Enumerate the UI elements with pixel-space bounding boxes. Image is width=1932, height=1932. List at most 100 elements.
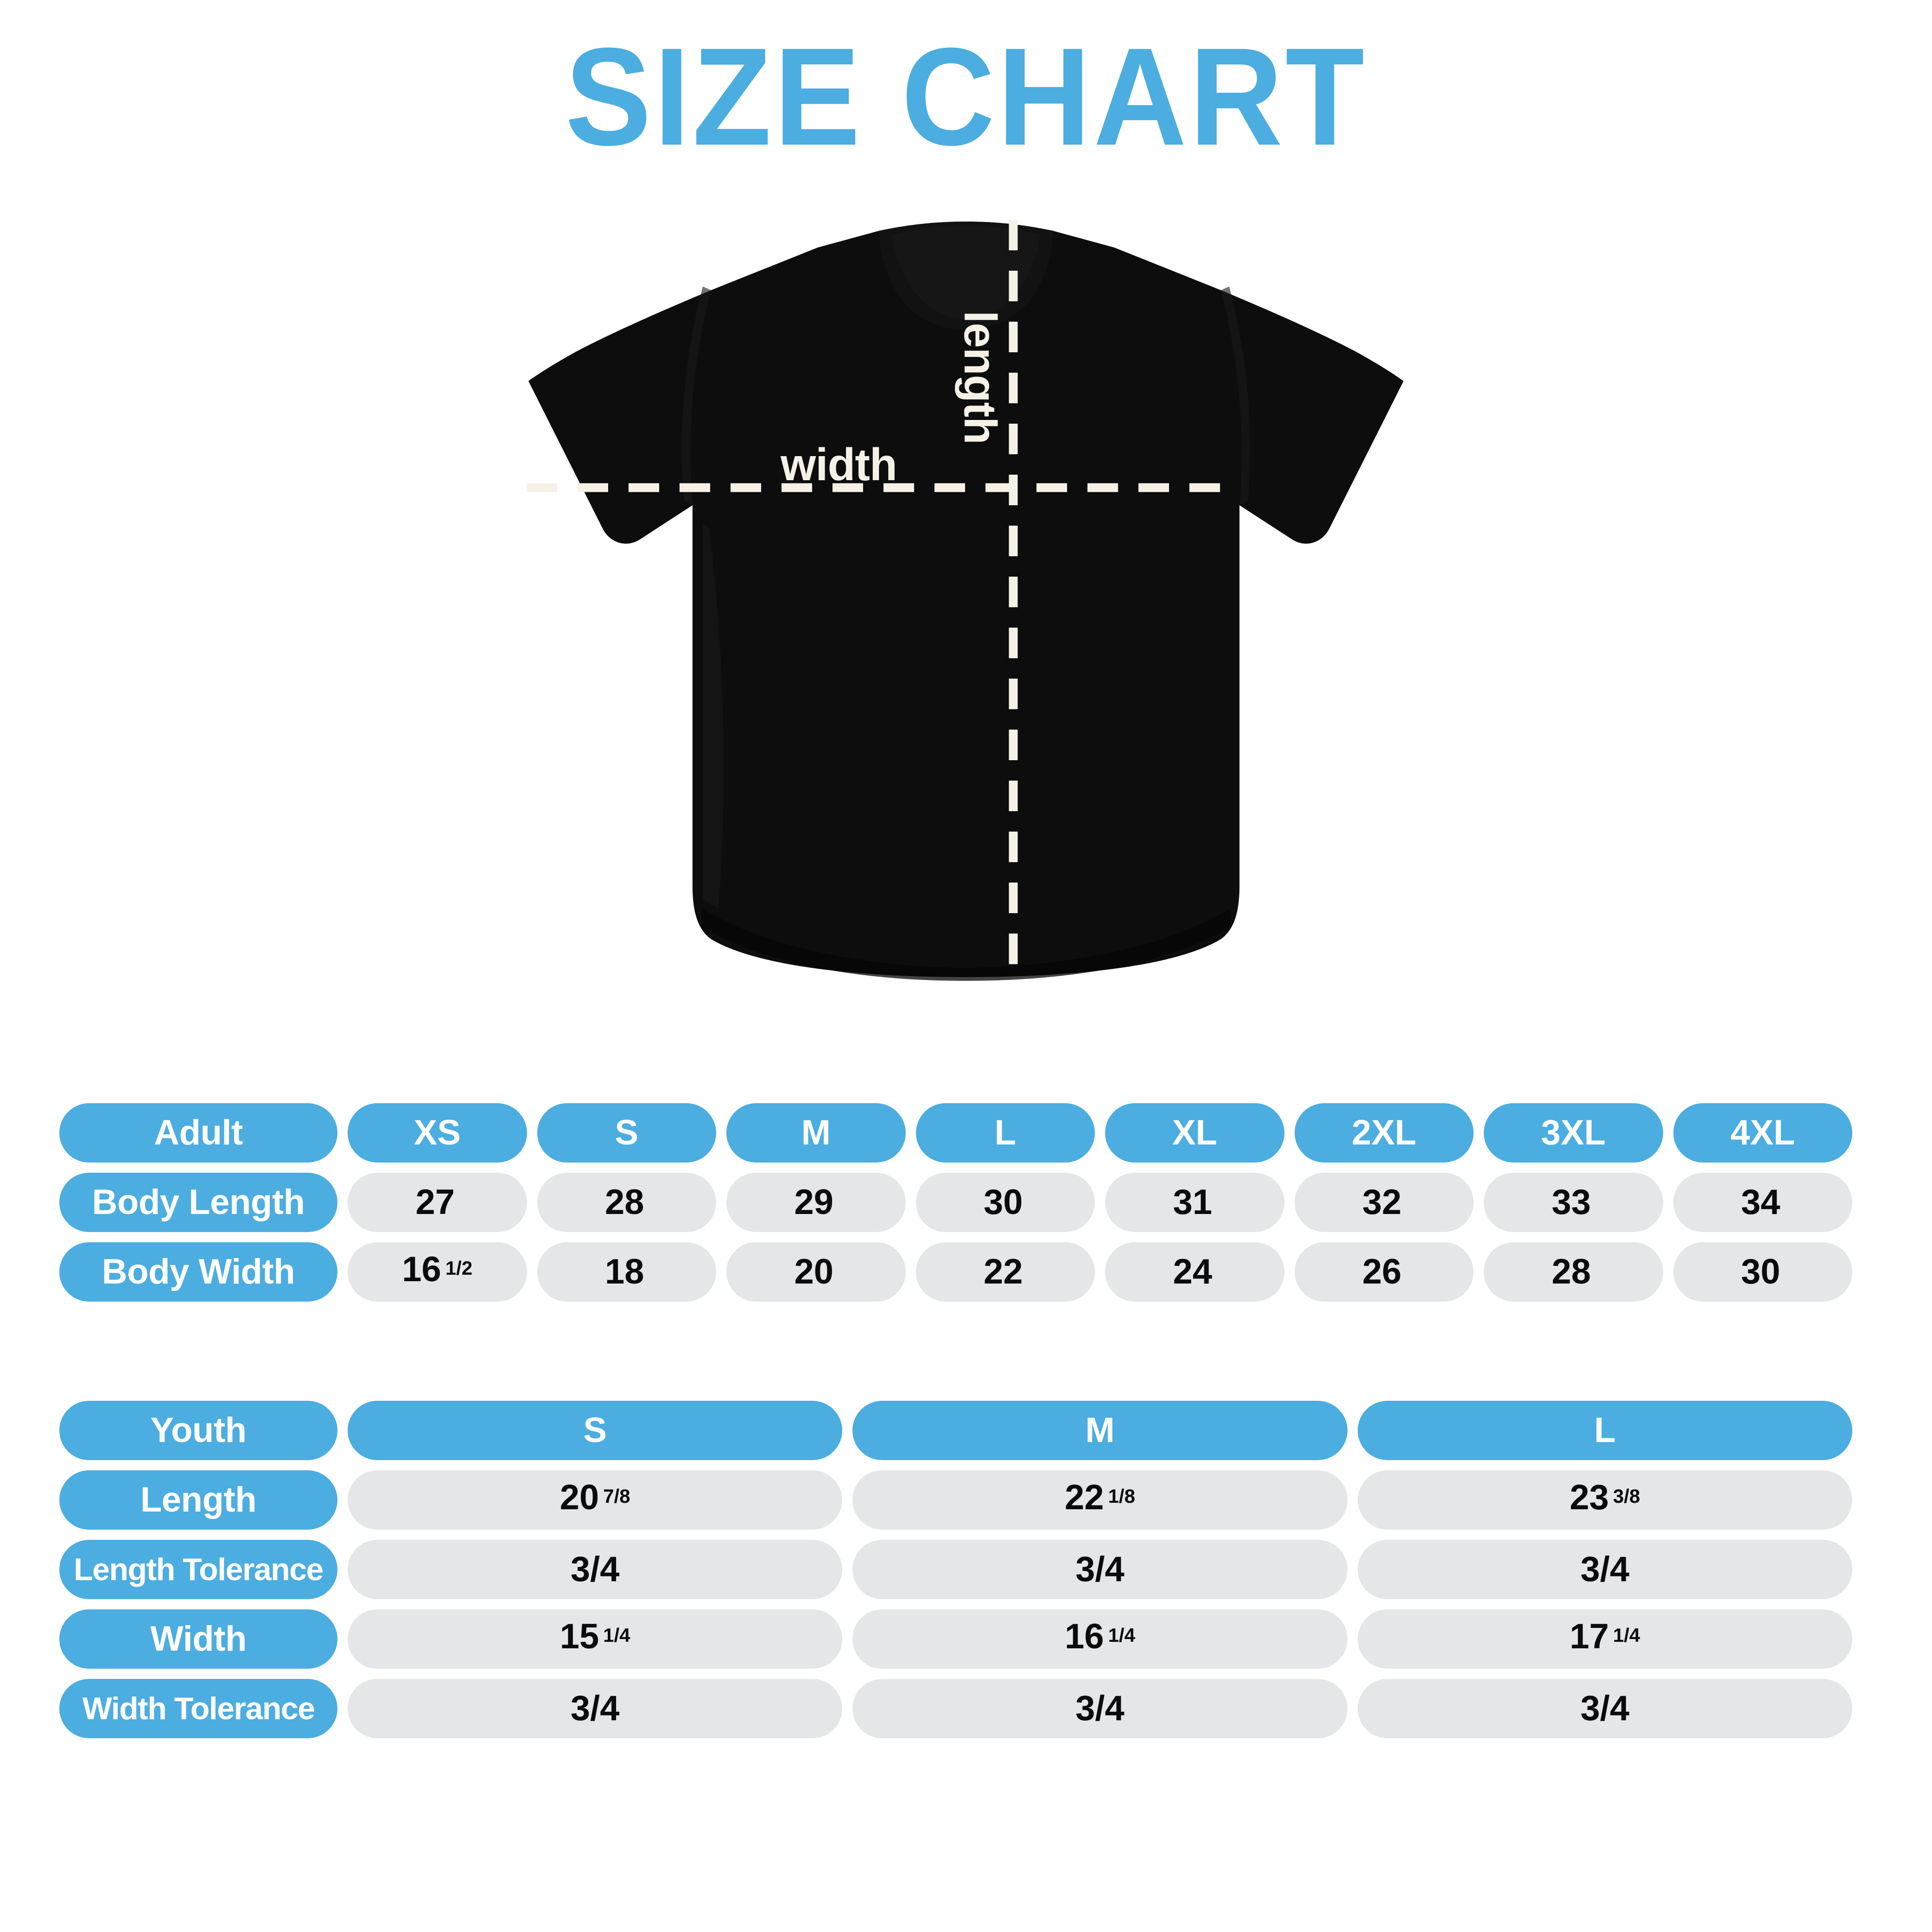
youth-size-header-m[interactable]: M [852,1401,1347,1460]
value-fraction: 3/4 [1075,1689,1125,1728]
adult-size-table: Adult XS S M L XL 2XL 3XL 4XL Body Lengt… [59,1103,1852,1302]
value-fraction: 3/4 [570,1689,620,1728]
value-whole: 15 [559,1616,599,1656]
adult-size-header-m[interactable]: M [726,1103,906,1163]
youth-length-s: 20 7/8 [348,1470,843,1530]
value-whole: 34 [1741,1182,1780,1222]
tshirt-illustration: width length [493,204,1439,1071]
youth-width-tolerance-m: 3/4 [852,1679,1347,1738]
adult-body-width-xl: 24 [1105,1242,1284,1302]
adult-size-header-xs[interactable]: XS [348,1103,527,1163]
adult-body-length-xs: 27 [348,1173,527,1232]
value-fraction: 3/4 [1580,1689,1630,1728]
youth-length-m: 22 1/8 [852,1470,1347,1530]
youth-width-m: 16 1/4 [852,1609,1347,1669]
youth-width-tolerance-s: 3/4 [348,1679,843,1738]
youth-length-tolerance-s: 3/4 [348,1540,843,1599]
tshirt-svg [527,220,1404,981]
adult-body-width-2xl: 26 [1294,1242,1474,1302]
value-whole: 27 [415,1182,455,1222]
value-whole: 28 [1551,1252,1591,1291]
value-whole: 16 [1065,1616,1104,1656]
value-whole: 16 [402,1249,441,1289]
youth-length-tolerance-row: Length Tolerance 3/4 3/4 3/4 [59,1540,1852,1599]
youth-width-tolerance-label: Width Tolerance [59,1679,337,1738]
tshirt-seam-right [1221,286,1251,505]
adult-body-width-4xl: 30 [1673,1242,1852,1302]
adult-header-row: Adult XS S M L XL 2XL 3XL 4XL [59,1103,1852,1163]
adult-body-width-m: 20 [726,1242,906,1302]
adult-body-length-row: Body Length 27 28 29 30 31 32 33 34 [59,1173,1852,1232]
adult-body-width-3xl: 28 [1484,1242,1663,1302]
youth-width-tolerance-row: Width Tolerance 3/4 3/4 3/4 [59,1679,1852,1738]
value-whole: 26 [1362,1252,1402,1291]
value-whole: 22 [983,1252,1023,1291]
adult-table-label: Adult [59,1103,337,1163]
adult-body-length-label: Body Length [59,1173,337,1232]
value-whole: 18 [604,1252,644,1291]
adult-size-header-4xl[interactable]: 4XL [1673,1103,1852,1163]
value-whole: 29 [794,1182,834,1222]
youth-length-l: 23 3/8 [1357,1470,1852,1530]
youth-header-row: Youth S M L [59,1401,1852,1460]
value-whole: 31 [1173,1182,1213,1222]
value-whole: 22 [1065,1477,1104,1517]
tshirt-seam-left [681,286,711,505]
adult-size-header-s[interactable]: S [537,1103,716,1163]
youth-width-l: 17 1/4 [1357,1609,1852,1669]
value-whole: 28 [604,1182,644,1222]
adult-body-length-l: 30 [915,1173,1095,1232]
shirt-length-label: length [955,311,1006,444]
value-whole: 24 [1173,1252,1213,1291]
value-fraction: 1/8 [1108,1485,1135,1507]
youth-length-tolerance-m: 3/4 [852,1540,1347,1599]
adult-body-length-3xl: 33 [1484,1173,1663,1232]
tshirt-neck-rib [892,226,1040,319]
adult-body-width-l: 22 [915,1242,1095,1302]
youth-length-row: Length 20 7/8 22 1/8 23 3/8 [59,1470,1852,1530]
adult-size-header-xl[interactable]: XL [1105,1103,1284,1163]
adult-size-header-l[interactable]: L [915,1103,1095,1163]
adult-body-width-row: Body Width 16 1/2 18 20 22 24 26 28 30 [59,1242,1852,1302]
tshirt-body [528,222,1404,977]
tshirt-hem [702,909,1230,981]
value-whole: 32 [1362,1182,1402,1222]
adult-body-width-s: 18 [537,1242,716,1302]
youth-size-table: Youth S M L Length 20 7/8 22 1/8 23 3/8 Len… [59,1401,1852,1738]
value-fraction: 1/4 [603,1624,630,1646]
page-title: SIZE CHART [565,19,1367,174]
youth-size-header-l[interactable]: L [1357,1401,1852,1460]
adult-body-length-4xl: 34 [1673,1173,1852,1232]
youth-size-header-s[interactable]: S [348,1401,843,1460]
value-whole: 17 [1570,1616,1609,1656]
shirt-width-label: width [781,439,897,490]
value-fraction: 7/8 [603,1485,630,1507]
adult-body-width-xs: 16 1/2 [348,1242,527,1302]
value-fraction: 3/4 [570,1550,620,1589]
value-whole: 30 [983,1182,1023,1222]
youth-length-tolerance-label: Length Tolerance [59,1540,337,1599]
adult-body-length-xl: 31 [1105,1173,1284,1232]
value-fraction: 3/4 [1580,1550,1630,1589]
adult-body-length-m: 29 [726,1173,906,1232]
value-whole: 20 [794,1252,834,1291]
value-fraction: 3/8 [1613,1485,1640,1507]
adult-body-width-label: Body Width [59,1242,337,1302]
adult-size-header-3xl[interactable]: 3XL [1484,1103,1663,1163]
value-fraction: 1/4 [1108,1624,1135,1646]
youth-width-s: 15 1/4 [348,1609,843,1669]
value-fraction: 3/4 [1075,1550,1125,1589]
youth-width-tolerance-l: 3/4 [1357,1679,1852,1738]
value-whole: 20 [559,1477,599,1517]
youth-table-label: Youth [59,1401,337,1460]
adult-size-header-2xl[interactable]: 2XL [1294,1103,1474,1163]
adult-body-length-2xl: 32 [1294,1173,1474,1232]
value-fraction: 1/4 [1613,1624,1640,1646]
youth-length-tolerance-l: 3/4 [1357,1540,1852,1599]
value-whole: 33 [1551,1182,1591,1222]
value-fraction: 1/2 [445,1257,473,1279]
adult-body-length-s: 28 [537,1173,716,1232]
value-whole: 30 [1741,1252,1780,1291]
youth-width-label: Width [59,1609,337,1669]
tshirt-fold-left [703,524,724,909]
